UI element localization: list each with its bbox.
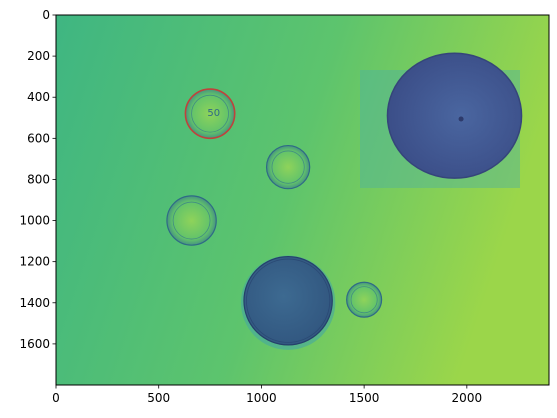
y-tick-label: 400 bbox=[27, 90, 50, 104]
x-tick-label: 2000 bbox=[452, 391, 483, 405]
y-tick-label: 200 bbox=[27, 49, 50, 63]
y-tick-label: 800 bbox=[27, 172, 50, 186]
x-tick-label: 0 bbox=[52, 391, 60, 405]
y-tick-label: 600 bbox=[27, 131, 50, 145]
y-tick-label: 1400 bbox=[19, 296, 50, 310]
orange bbox=[386, 52, 523, 179]
y-tick-label: 1600 bbox=[19, 337, 50, 351]
image-area: 50 bbox=[56, 15, 549, 385]
coin-tiny bbox=[346, 281, 383, 318]
objects-layer: 50 bbox=[166, 52, 523, 350]
x-tick-label: 500 bbox=[147, 391, 170, 405]
axes-frame bbox=[55, 14, 550, 386]
y-tick-label: 0 bbox=[42, 8, 50, 22]
y-tick-label: 1000 bbox=[19, 214, 50, 228]
coin-value-label: 50 bbox=[207, 108, 220, 119]
large-disc bbox=[240, 255, 336, 350]
coin-small bbox=[265, 144, 311, 190]
y-tick-label: 1200 bbox=[19, 255, 50, 269]
coin-50-cent: 50 bbox=[184, 88, 236, 140]
y-axis: 0 200 400 600 800 1000 1200 1400 1600 bbox=[19, 8, 56, 351]
coin-left bbox=[166, 195, 217, 246]
x-tick-label: 1000 bbox=[246, 391, 277, 405]
x-axis: 0 500 1000 1500 2000 bbox=[52, 385, 482, 405]
x-tick-label: 1500 bbox=[349, 391, 380, 405]
